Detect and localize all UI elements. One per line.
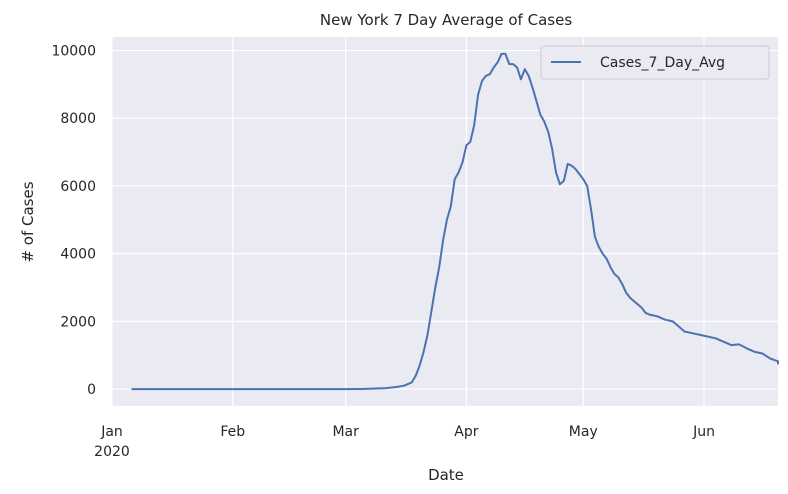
- legend-box: [540, 45, 770, 80]
- series-line: [131, 52, 779, 391]
- y-tick-label: 4000: [60, 247, 96, 263]
- x-tick-sublabel: 2020: [94, 444, 130, 460]
- x-tick-label: May: [569, 424, 598, 440]
- x-axis-label: Date: [428, 466, 464, 484]
- chart-title: New York 7 Day Average of Cases: [320, 11, 572, 29]
- y-tick-labels: 0 2000 4000 6000 8000 10000: [51, 44, 96, 399]
- x-tick-label: Feb: [220, 424, 245, 440]
- y-tick-label: 2000: [60, 314, 96, 330]
- x-tick-label: Apr: [454, 424, 478, 440]
- x-tick-label: Jan: [100, 424, 123, 440]
- y-tick-label: 0: [87, 382, 96, 398]
- legend-label: Cases_7_Day_Avg: [600, 55, 725, 71]
- series-layer: [131, 52, 779, 391]
- x-tick-label: Mar: [332, 424, 359, 440]
- x-tick-labels: Jan 2020 Feb Mar Apr May Jun: [94, 424, 715, 460]
- y-tick-label: 6000: [60, 179, 96, 195]
- y-axis-label: # of Cases: [19, 181, 37, 262]
- y-tick-label: 10000: [51, 44, 96, 60]
- x-tick-label: Jun: [692, 424, 715, 440]
- plot-area: [112, 37, 778, 406]
- y-tick-label: 8000: [60, 111, 96, 127]
- legend: Cases_7_Day_Avg: [540, 45, 770, 80]
